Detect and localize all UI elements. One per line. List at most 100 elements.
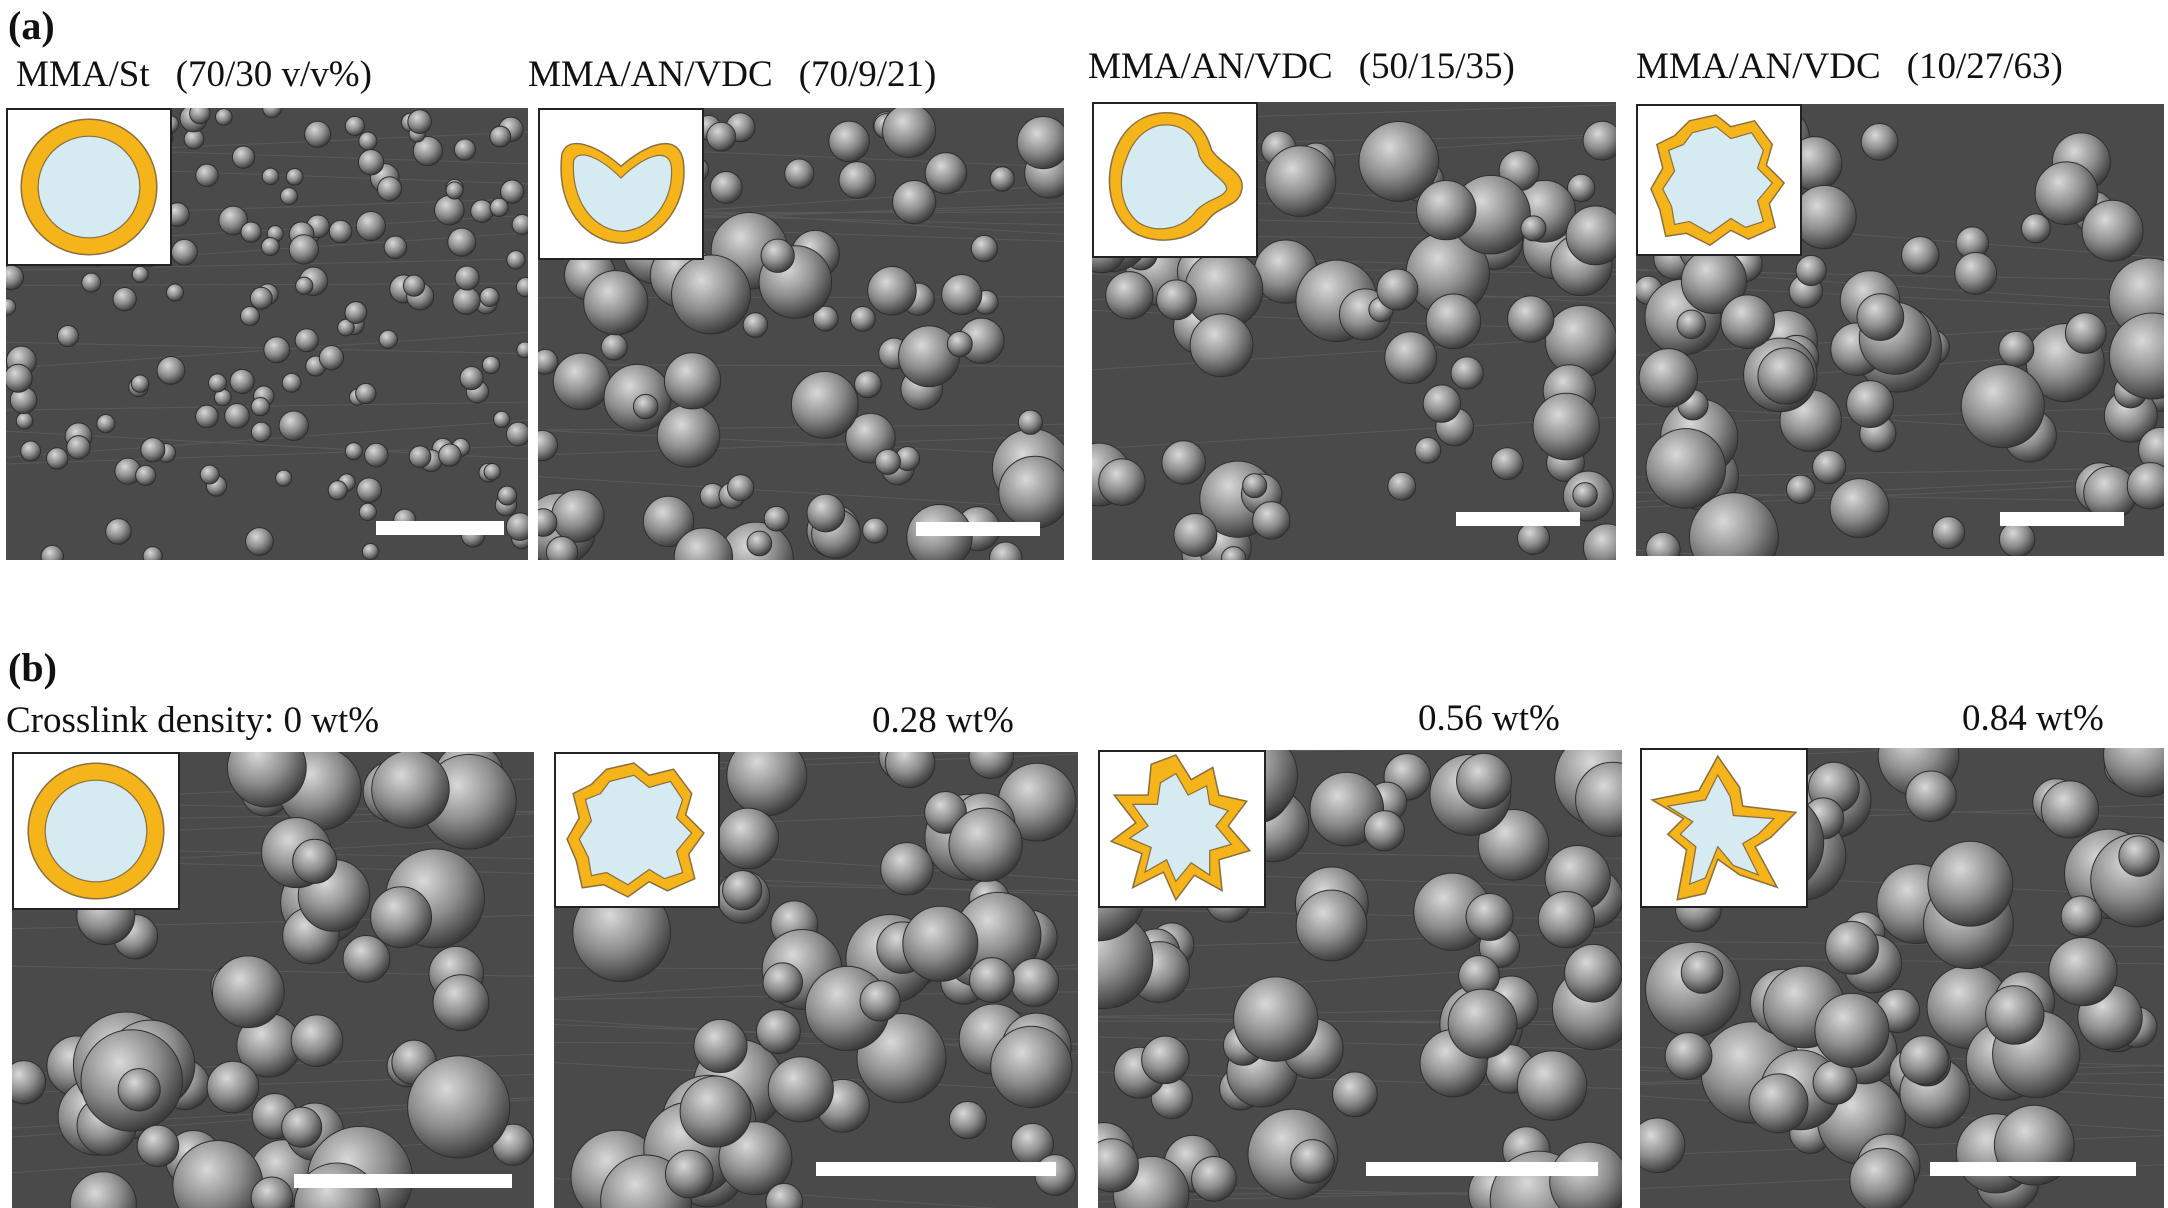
scale-bar (1930, 1162, 2136, 1176)
hydrocarbon-core (1120, 124, 1228, 230)
microsphere (849, 305, 876, 332)
composition-label: MMA/AN/VDC (1636, 46, 1881, 87)
microsphere (304, 120, 332, 148)
composition-label: MMA/AN/VDC (1088, 46, 1333, 87)
microsphere (239, 306, 260, 327)
microsphere (1414, 437, 1442, 464)
microsphere (171, 238, 198, 266)
panel-b-caption-4: 0.84 wt% (1962, 698, 2104, 739)
microsphere (1860, 122, 1899, 161)
microsphere (438, 443, 462, 467)
microsphere (500, 179, 525, 204)
microsphere (746, 530, 773, 557)
substrate-streak (538, 435, 1064, 456)
microsphere (2118, 835, 2160, 877)
sem-image-b3 (1098, 750, 1622, 1208)
panel-a-caption-4: MMA/AN/VDC (10/27/63) (1636, 48, 2063, 85)
microsphere (250, 396, 270, 417)
substrate-streak (538, 476, 1064, 509)
microsphere (1645, 531, 1681, 556)
ratio-label: (70/9/21) (798, 54, 937, 95)
microsphere (1829, 478, 1890, 539)
microsphere (1507, 295, 1555, 343)
microsphere (493, 410, 511, 428)
microsphere (968, 957, 1015, 1003)
microsphere (355, 211, 386, 242)
microsphere (709, 171, 743, 204)
microsphere (1242, 473, 1268, 499)
microsphere (370, 886, 433, 949)
microsphere (1856, 293, 1905, 341)
microsphere (358, 502, 378, 522)
hydrocarbon-core (572, 154, 673, 232)
microsphere (1290, 1139, 1335, 1184)
microsphere (989, 541, 1023, 560)
microsphere (968, 752, 1014, 779)
microsphere (760, 238, 795, 273)
microsphere (970, 234, 998, 263)
microsphere (452, 286, 481, 315)
microsphere (516, 341, 528, 359)
microsphere (552, 352, 611, 411)
microsphere (1490, 447, 1524, 480)
microsphere (459, 366, 484, 391)
microsphere (867, 266, 917, 316)
microsphere (1680, 951, 1724, 994)
microsphere (453, 138, 476, 161)
microsphere (250, 1176, 294, 1208)
microsphere (545, 535, 579, 560)
microsphere (218, 205, 249, 236)
sem-image-a2 (538, 108, 1064, 560)
microsphere (859, 980, 901, 1022)
microsphere (1376, 268, 1419, 311)
hydrocarbon-core (37, 135, 141, 239)
microsphere (1384, 331, 1438, 385)
sem-micrograph-texture (1636, 104, 2164, 556)
microsphere (1520, 215, 1547, 242)
microsphere (862, 517, 889, 544)
microsphere (344, 115, 366, 137)
microsphere (1985, 985, 2045, 1045)
hydrocarbon-core (44, 779, 148, 883)
panel-a-label: (a) (8, 3, 55, 48)
microsphere (328, 219, 353, 244)
microsphere (1664, 1032, 1713, 1080)
microsphere (1173, 513, 1218, 557)
scale-bar (294, 1174, 512, 1188)
microsphere (671, 254, 751, 335)
microsphere (130, 374, 150, 393)
microsphere (989, 166, 1015, 192)
microsphere (131, 265, 149, 283)
microsphere (278, 410, 309, 442)
panel-b-caption-2: 0.28 wt% (872, 700, 1014, 741)
microsphere (66, 435, 91, 460)
microsphere (224, 402, 250, 429)
microsphere (355, 382, 377, 405)
microsphere (948, 807, 1023, 882)
microsphere (1899, 1035, 1949, 1085)
panel-a-caption-1: MMA/St (70/30 v/v%) (16, 56, 372, 93)
microsphere (1582, 120, 1616, 161)
microsphere (105, 518, 132, 545)
microsphere (408, 445, 432, 468)
microsphere (1849, 1147, 1915, 1208)
microsphere (1960, 364, 2045, 449)
microsphere (632, 393, 659, 420)
ratio-label: (10/27/63) (1906, 46, 2063, 87)
scale-bar (816, 1162, 1056, 1176)
microsphere (1927, 840, 2014, 927)
microsphere (226, 752, 307, 808)
microsphere (195, 404, 219, 429)
microsphere (207, 373, 227, 393)
microsphere (882, 108, 937, 158)
microsphere (229, 368, 255, 394)
microsphere (1447, 988, 1518, 1059)
microsphere (2040, 780, 2099, 839)
microsphere (656, 404, 721, 468)
microsphere (292, 838, 338, 884)
microsphere (892, 179, 937, 225)
panel-a-caption-2: MMA/AN/VDC (70/9/21) (528, 56, 936, 93)
microsphere (412, 135, 443, 167)
microsphere (998, 455, 1064, 529)
shell-schematic-icon (1092, 102, 1258, 258)
